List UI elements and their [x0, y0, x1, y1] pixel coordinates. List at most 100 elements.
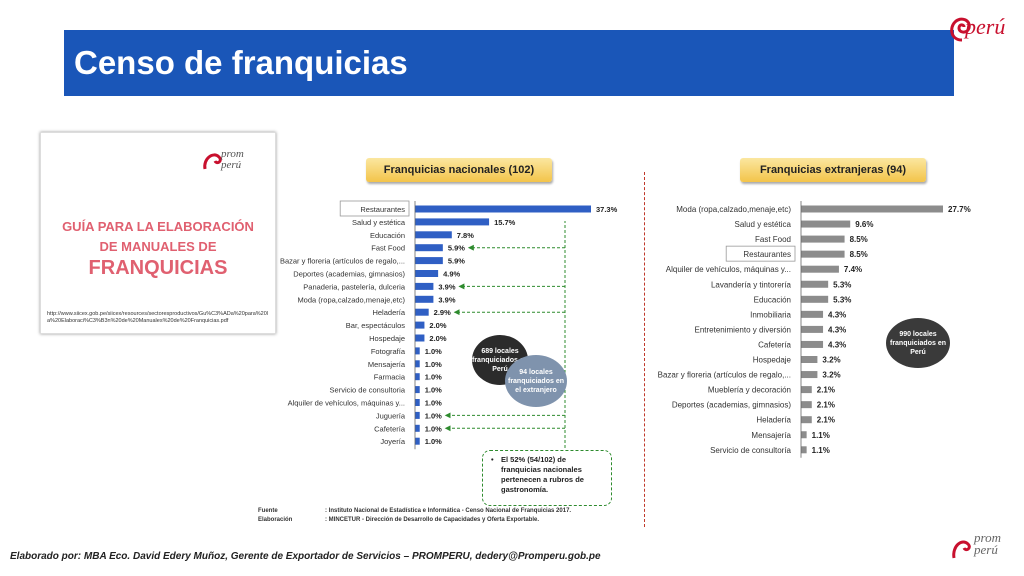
national-bar	[415, 424, 420, 432]
foreign-value-label: 5.3%	[833, 280, 851, 289]
national-bar	[415, 218, 490, 226]
national-value-label: 1.0%	[425, 437, 442, 446]
national-category-label: Heladería	[372, 308, 405, 317]
national-category-label: Bazar y floreria (artículos de regalo,..…	[280, 257, 405, 266]
national-bar	[415, 231, 452, 239]
foreign-bar	[801, 446, 807, 454]
national-category-label: Mensajería	[368, 360, 406, 369]
foreign-value-label: 2.1%	[817, 386, 835, 395]
national-value-label: 15.7%	[494, 218, 516, 227]
national-bar	[415, 308, 429, 316]
national-value-label: 1.0%	[425, 424, 442, 433]
foreign-bar	[801, 205, 943, 213]
guide-brand: prom perú	[221, 149, 244, 171]
national-bar	[415, 437, 420, 445]
foreign-category-label: Deportes (academias, gimnasios)	[672, 401, 791, 410]
foreign-category-label: Entretenimiento y diversión	[695, 325, 792, 334]
national-category-label: Restaurantes	[360, 205, 405, 214]
author-footer: Elaborado por: MBA Eco. David Edery Muño…	[10, 551, 601, 562]
foreign-bar	[801, 371, 818, 379]
foreign-category-label: Hospedaje	[753, 356, 792, 365]
foreign-bar	[801, 416, 812, 424]
foreign-bar	[801, 280, 829, 288]
foreign-value-label: 1.1%	[812, 431, 830, 440]
elaboration-text: : MINCETUR - Dirección de Desarrollo de …	[325, 517, 540, 523]
foreign-value-label: 7.4%	[844, 265, 862, 274]
foreign-chart-title: Franquicias extranjeras (94)	[740, 158, 926, 182]
national-bar	[415, 321, 425, 329]
national-bar	[415, 360, 420, 368]
foreign-bar	[801, 220, 851, 228]
franchise-guide-thumbnail[interactable]: prom perú GUÍA PARA LA ELABORACIÓN DE MA…	[40, 132, 276, 334]
foreign-value-label: 4.3%	[828, 325, 846, 334]
national-value-label: 3.9%	[438, 295, 455, 304]
foreign-value-label: 9.6%	[855, 220, 873, 229]
national-bar	[415, 399, 420, 406]
foreign-category-label: Heladería	[756, 416, 791, 425]
foreign-bar	[801, 401, 812, 409]
national-bar	[415, 205, 591, 213]
national-bar	[415, 257, 443, 265]
foreign-value-label: 1.1%	[812, 446, 830, 455]
national-category-label: Fast Food	[371, 244, 405, 253]
national-bar	[415, 282, 434, 290]
national-value-label: 5.9%	[448, 244, 465, 253]
national-category-label: Servicio de consultoria	[330, 386, 406, 395]
guide-title-line2: DE MANUALES DE	[99, 239, 217, 254]
source-text: : Instituto Nacional de Estadística e In…	[325, 508, 572, 514]
page-title: Censo de franquicias	[74, 44, 408, 81]
national-bar	[415, 386, 420, 394]
national-bar	[415, 347, 420, 355]
national-value-label: 1.0%	[425, 411, 442, 420]
foreign-value-label: 3.2%	[822, 371, 840, 380]
foreign-franchise-chart: Moda (ropa,calzado,menaje,etc) 27.7% Salud…	[658, 201, 971, 458]
national-value-label: 5.9%	[448, 257, 465, 266]
promperu-bottom-swirl-icon	[952, 540, 971, 559]
national-chart-title: Franquicias nacionales (102)	[366, 158, 552, 182]
foreign-value-label: 27.7%	[948, 205, 971, 214]
guide-brand-line1: prom	[221, 148, 244, 160]
national-highlight-box	[339, 200, 410, 217]
foreign-bar	[801, 235, 845, 243]
promperu-brand-line2: perú	[974, 542, 998, 557]
foreign-category-label: Mensajería	[751, 431, 791, 440]
national-category-label: Hospedaje	[369, 334, 405, 343]
national-bar	[415, 411, 420, 419]
abroad-locales-bubble: 94 locales franquiciados en el extranjer…	[505, 355, 567, 407]
national-category-label: Farmacia	[374, 373, 406, 382]
national-category-label: Salud y estética	[352, 218, 406, 227]
foreign-bar	[801, 356, 818, 363]
foreign-highlight-box	[725, 245, 796, 262]
promperu-brand-line1: prom	[974, 530, 1001, 545]
foreign-bar	[801, 325, 824, 333]
national-value-label: 3.9%	[438, 282, 455, 291]
guide-url[interactable]: http://www.siicex.gob.pe/siicex/resource…	[47, 311, 269, 324]
guide-title-line3: FRANQUICIAS	[88, 257, 228, 279]
foreign-bar	[801, 310, 824, 318]
foreign-value-label: 4.3%	[828, 340, 846, 349]
elaboration-line: Elaboración: MINCETUR - Dirección de Des…	[258, 517, 539, 523]
foreign-category-label: Mueblería y decoración	[708, 386, 791, 395]
national-franchise-chart: Restaurantes 37.3% Salud y estética 15.7% Ed…	[280, 200, 618, 450]
gastronomy-note: El 52% (54/102) de franquicias nacionale…	[482, 450, 612, 506]
national-category-label: Panaderia, pastelería, dulceria	[303, 282, 406, 291]
foreign-category-label: Alquiler de vehículos, máquinas y...	[666, 265, 791, 274]
foreign-value-label: 4.3%	[828, 310, 846, 319]
national-value-label: 1.0%	[425, 386, 442, 395]
foreign-category-label: Inmobiliaria	[750, 310, 791, 319]
gastronomy-arrows	[444, 221, 566, 448]
promperu-brand: prom perú	[974, 530, 1001, 557]
peru-spiral-icon	[950, 17, 971, 42]
foreign-bar	[801, 386, 812, 394]
national-category-label: Juguería	[376, 411, 406, 420]
foreign-bar	[801, 265, 839, 273]
national-value-label: 1.0%	[425, 347, 442, 356]
peru-logo: perú	[945, 6, 1015, 54]
foreign-value-label: 8.5%	[850, 235, 868, 244]
foreign-bar	[801, 340, 824, 348]
national-category-label: Alquiler de vehículos, máquinas y...	[288, 399, 405, 408]
foreign-category-label: Servicio de consultoría	[710, 446, 791, 455]
foreign-value-label: 2.1%	[817, 416, 835, 425]
national-value-label: 2.9%	[434, 308, 451, 317]
